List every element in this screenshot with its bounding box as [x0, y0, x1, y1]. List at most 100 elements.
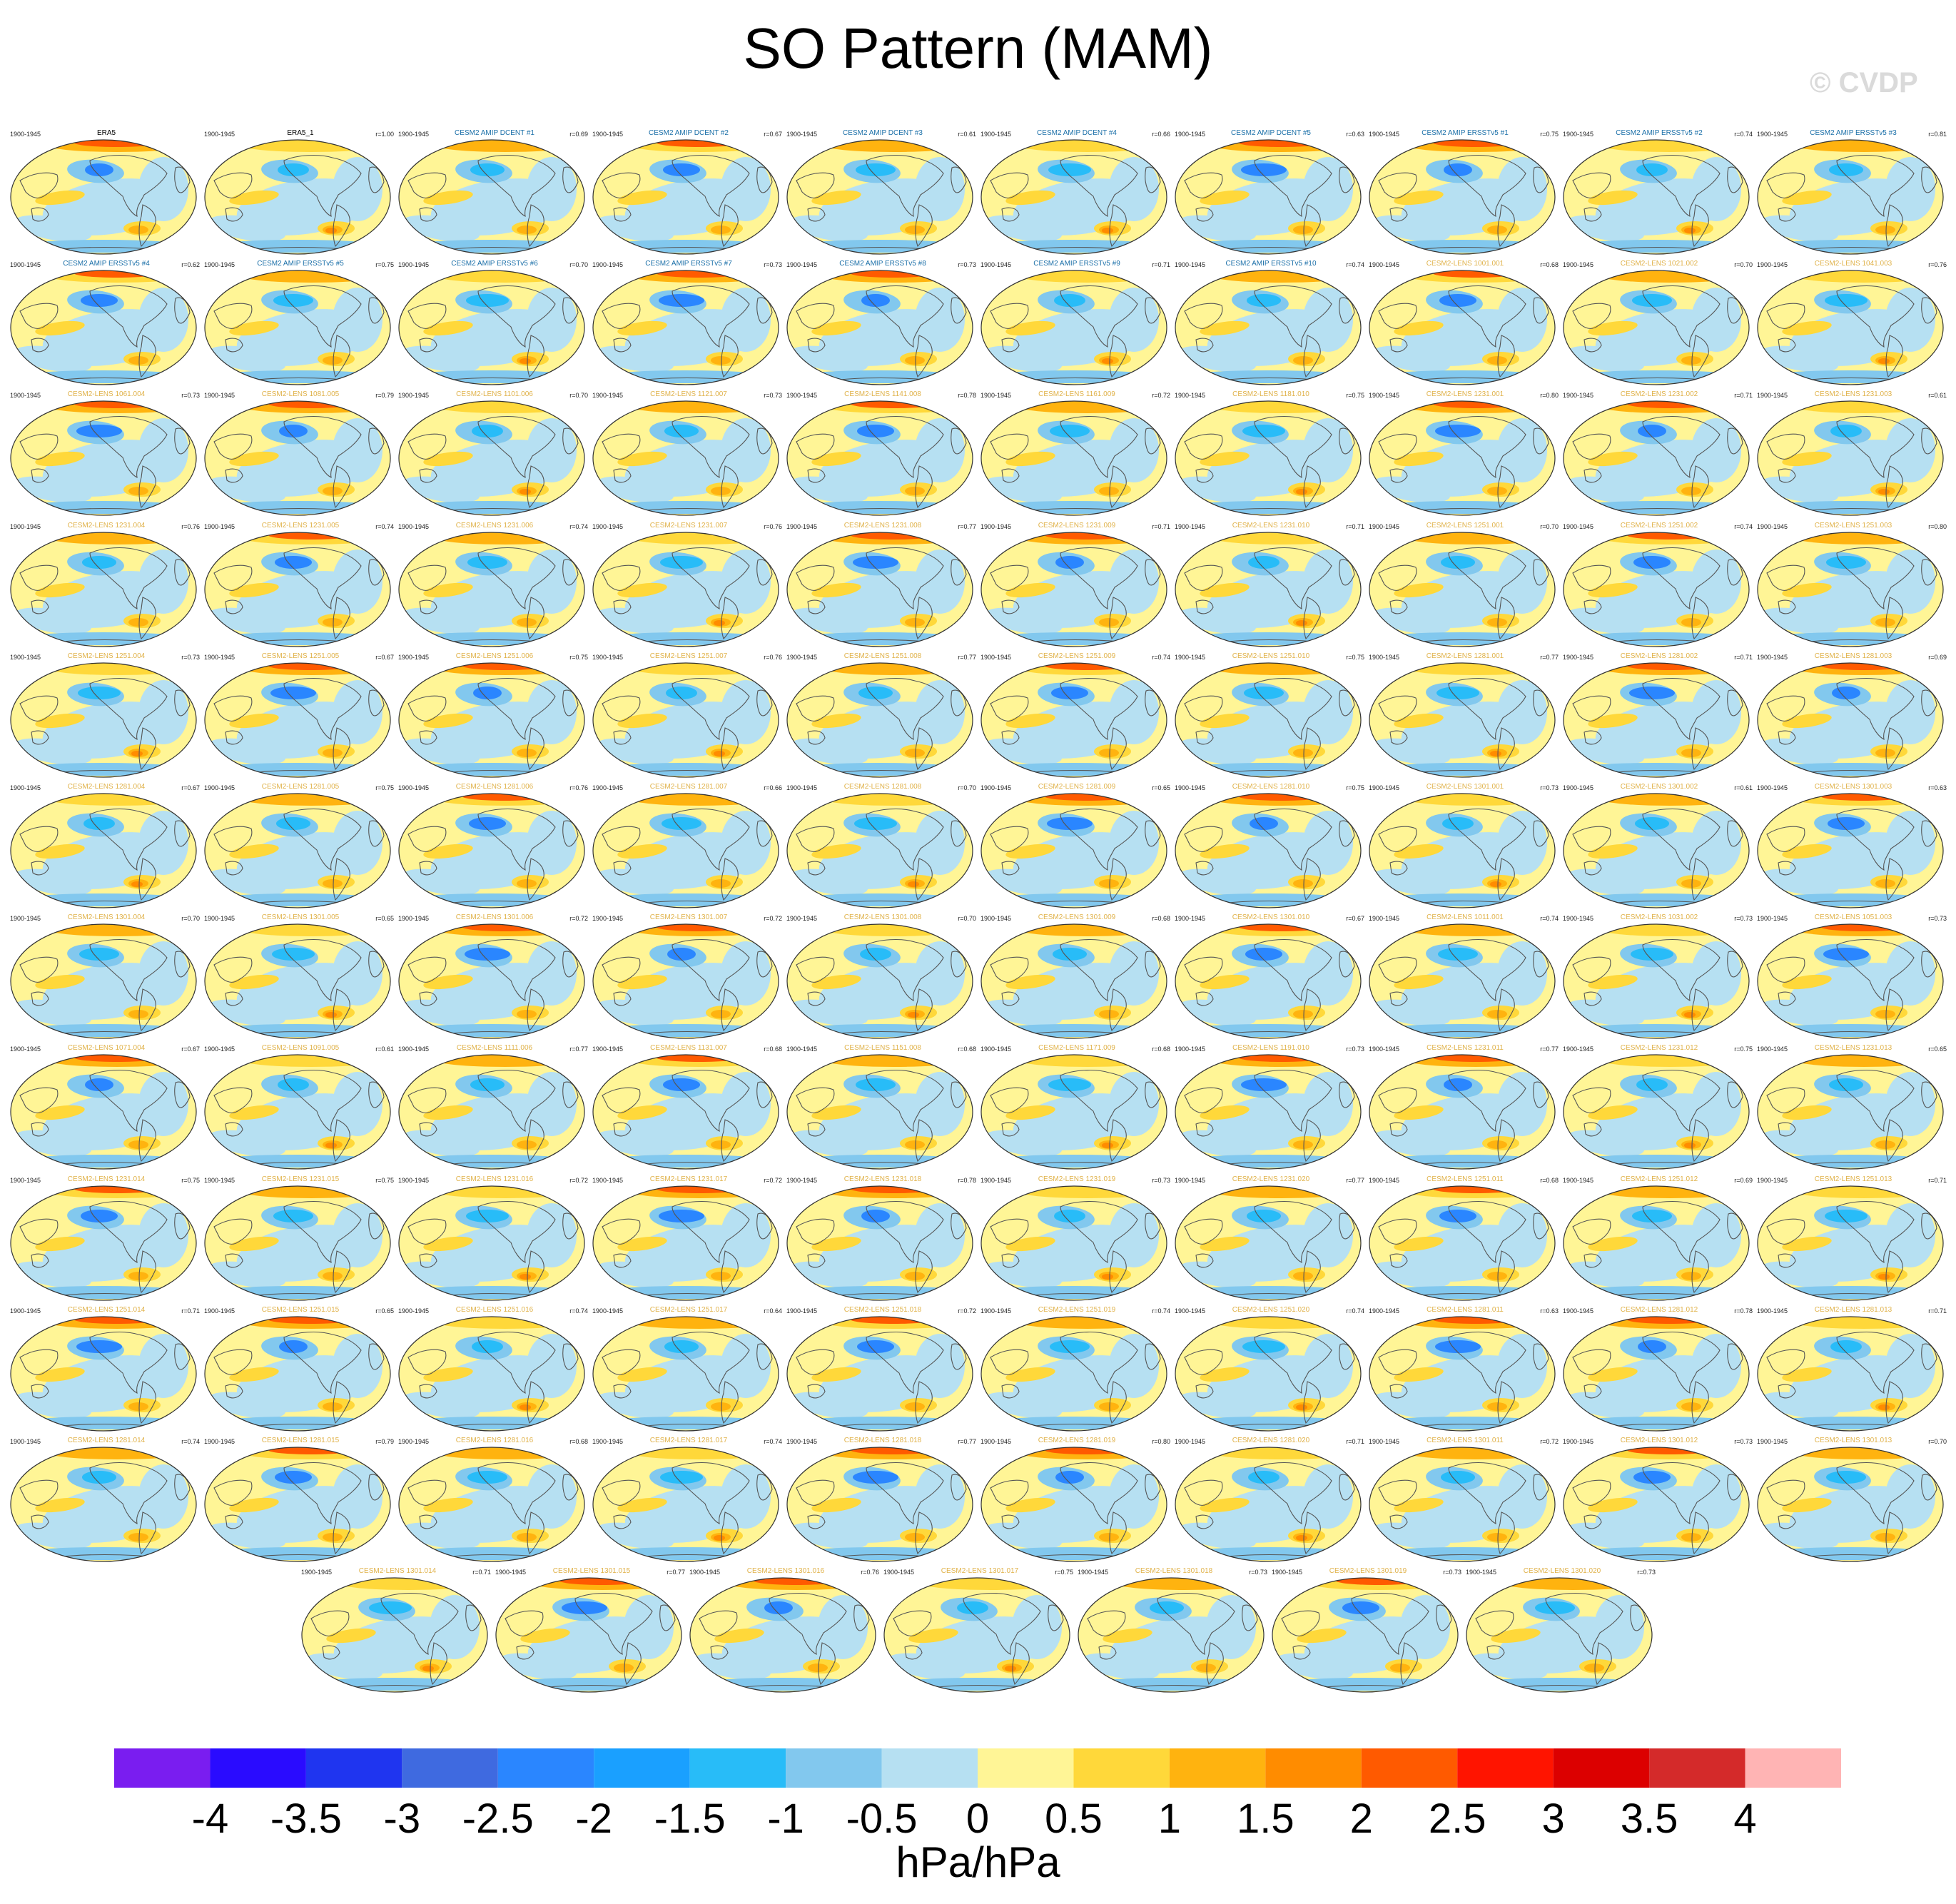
- panel-map: [204, 1185, 391, 1301]
- panel-pattern-correlation: r=0.74: [181, 1438, 200, 1445]
- colorbar-swatch: [881, 1748, 978, 1788]
- panel-title: CESM2 AMIP DCENT #4: [1037, 129, 1117, 137]
- map-panel: 1900-1945 CESM2-LENS 1231.004 r=0.76: [10, 522, 203, 654]
- map-panel: 1900-1945 CESM2-LENS 1231.013 r=0.65: [1757, 1044, 1950, 1177]
- panel-map: [1175, 531, 1362, 647]
- panel-period: 1900-1945: [592, 1176, 624, 1184]
- panel-pattern-correlation: r=0.70: [569, 392, 588, 400]
- panel-title: CESM2 AMIP ERSSTv5 #3: [1810, 129, 1897, 137]
- panel-period: 1900-1945: [1563, 131, 1594, 138]
- panel-pattern-correlation: r=0.78: [958, 392, 976, 400]
- panel-map: [1563, 270, 1750, 385]
- map-panel: 1900-1945 CESM2 AMIP ERSSTv5 #4 r=0.62: [10, 260, 203, 393]
- panel-period: 1900-1945: [786, 915, 818, 923]
- panel-pattern-correlation: r=0.79: [375, 1438, 394, 1445]
- map-panel: 1900-1945 CESM2-LENS 1131.007 r=0.68: [592, 1044, 785, 1177]
- panel-period: 1900-1945: [883, 1569, 915, 1576]
- panel-title: CESM2-LENS 1281.020: [1232, 1437, 1310, 1444]
- panel-map: [1757, 531, 1944, 647]
- map-panel: 1900-1945 CESM2-LENS 1281.006 r=0.76: [398, 783, 591, 916]
- panel-map: [204, 1316, 391, 1432]
- panel-period: 1900-1945: [398, 1045, 430, 1053]
- panel-pattern-correlation: r=0.67: [181, 784, 200, 791]
- panel-period: 1900-1945: [10, 784, 41, 791]
- panel-map: [980, 662, 1167, 778]
- panel-map: [1466, 1577, 1653, 1693]
- map-panel: 1900-1945 CESM2-LENS 1231.015 r=0.75: [204, 1175, 397, 1308]
- panel-map: [10, 1054, 197, 1170]
- panel-period: 1900-1945: [1757, 392, 1788, 400]
- map-panel: 1900-1945 CESM2-LENS 1281.020 r=0.71: [1175, 1437, 1367, 1569]
- map-panel: 1900-1945 CESM2-LENS 1281.019 r=0.80: [980, 1437, 1173, 1569]
- map-panel: 1900-1945 CESM2 AMIP ERSSTv5 #8 r=0.73: [786, 260, 979, 393]
- panel-period: 1900-1945: [1175, 261, 1206, 269]
- panel-title: CESM2-LENS 1081.005: [261, 390, 340, 399]
- panel-period: 1900-1945: [1563, 653, 1594, 661]
- panel-pattern-correlation: r=0.73: [1540, 784, 1559, 791]
- panel-period: 1900-1945: [980, 392, 1012, 400]
- panel-map: [1563, 793, 1750, 908]
- map-panel: 1900-1945 CESM2-LENS 1281.001 r=0.77: [1369, 652, 1561, 785]
- panel-period: 1900-1945: [1757, 915, 1788, 923]
- panel-pattern-correlation: r=0.75: [1540, 131, 1559, 138]
- panel-period: 1900-1945: [980, 1438, 1012, 1445]
- panel-period: 1900-1945: [1757, 653, 1788, 661]
- panel-map: [786, 531, 973, 647]
- panel-pattern-correlation: r=0.73: [1152, 1176, 1170, 1184]
- panel-pattern-correlation: r=0.68: [958, 1045, 976, 1053]
- panel-pattern-correlation: r=0.76: [764, 522, 782, 530]
- panel-period: 1900-1945: [204, 392, 235, 400]
- map-panel: 1900-1945 CESM2 AMIP ERSSTv5 #3 r=0.81: [1757, 129, 1950, 262]
- panel-map: [1369, 923, 1556, 1039]
- panel-title: CESM2-LENS 1281.017: [649, 1437, 728, 1444]
- panel-title: CESM2-LENS 1301.007: [649, 913, 728, 922]
- panel-period: 1900-1945: [10, 131, 41, 138]
- panel-pattern-correlation: r=0.67: [1346, 915, 1364, 923]
- map-panel: 1900-1945 CESM2-LENS 1281.011 r=0.63: [1369, 1305, 1561, 1439]
- panel-period: 1900-1945: [1369, 392, 1400, 400]
- panel-pattern-correlation: r=0.67: [375, 653, 394, 661]
- map-panel: 1900-1945 CESM2-LENS 1091.005 r=0.61: [204, 1044, 397, 1177]
- panel-map: [1369, 1185, 1556, 1301]
- panel-map: [1175, 923, 1362, 1039]
- panel-title: CESM2-LENS 1251.001: [1426, 521, 1504, 530]
- panel-pattern-correlation: r=0.80: [1928, 522, 1947, 530]
- map-panel: 1900-1945 CESM2-LENS 1231.006 r=0.74: [398, 522, 591, 654]
- panel-pattern-correlation: r=0.73: [1928, 915, 1947, 923]
- panel-map: [1175, 793, 1362, 908]
- map-panel: 1900-1945 CESM2-LENS 1061.004 r=0.73: [10, 390, 203, 523]
- panel-period: 1900-1945: [980, 522, 1012, 530]
- panel-map: [786, 139, 973, 255]
- panel-period: 1900-1945: [1757, 261, 1788, 269]
- panel-pattern-correlation: r=0.70: [181, 915, 200, 923]
- panel-period: 1900-1945: [1563, 522, 1594, 530]
- panel-pattern-correlation: r=0.62: [181, 261, 200, 269]
- panel-period: 1900-1945: [10, 915, 41, 923]
- panel-pattern-correlation: r=0.74: [1346, 1307, 1364, 1315]
- map-panel: 1900-1945 ERA5_1 r=1.00: [204, 129, 397, 262]
- map-panel: 1900-1945 CESM2-LENS 1281.015 r=0.79: [204, 1437, 397, 1569]
- map-panel: 1900-1945 CESM2-LENS 1231.019 r=0.73: [980, 1175, 1173, 1308]
- panel-title: CESM2-LENS 1281.006: [455, 783, 534, 791]
- panel-map: [1369, 793, 1556, 908]
- panel-pattern-correlation: r=0.75: [1734, 1045, 1753, 1053]
- panel-pattern-correlation: r=0.72: [764, 915, 782, 923]
- panel-pattern-correlation: r=0.72: [1540, 1438, 1559, 1445]
- colorbar-tick-label: 1: [1158, 1796, 1181, 1841]
- panel-pattern-correlation: r=0.66: [1152, 131, 1170, 138]
- panel-pattern-correlation: r=0.68: [1540, 1176, 1559, 1184]
- map-panel: 1900-1945 ERA5: [10, 129, 203, 262]
- panel-map: [1563, 662, 1750, 778]
- panel-period: 1900-1945: [980, 261, 1012, 269]
- map-panel: 1900-1945 CESM2-LENS 1051.003 r=0.73: [1757, 913, 1950, 1046]
- panel-pattern-correlation: r=0.73: [181, 653, 200, 661]
- panel-pattern-correlation: r=0.70: [1928, 1438, 1947, 1445]
- panel-title: CESM2-LENS 1281.011: [1427, 1305, 1504, 1314]
- map-panel: 1900-1945 CESM2-LENS 1171.009 r=0.68: [980, 1044, 1173, 1177]
- colorbar-tick-label: -2.5: [462, 1796, 534, 1841]
- panel-pattern-correlation: r=0.71: [1928, 1176, 1947, 1184]
- panel-period: 1900-1945: [689, 1569, 721, 1576]
- map-panel: 1900-1945 CESM2-LENS 1301.015 r=0.77: [495, 1567, 688, 1700]
- panel-period: 1900-1945: [1175, 915, 1206, 923]
- panel-title: CESM2-LENS 1301.017: [941, 1567, 1019, 1576]
